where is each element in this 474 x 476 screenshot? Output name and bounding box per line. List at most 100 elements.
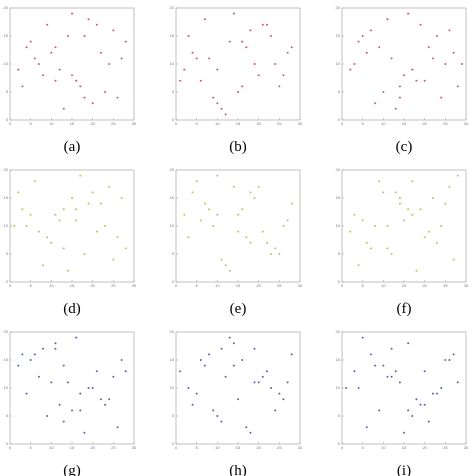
x-tick-label: 15 [236, 445, 241, 450]
point [33, 57, 36, 60]
point [378, 180, 381, 183]
x-tick-label: 30 [464, 445, 469, 450]
point [249, 191, 252, 194]
point [431, 392, 434, 395]
y-tick-label: 20 [4, 5, 9, 10]
point [203, 202, 206, 205]
point [208, 353, 211, 356]
point [286, 381, 289, 384]
point [124, 40, 127, 43]
y-tick-label: 0 [6, 117, 9, 122]
x-tick-label: 25 [277, 283, 282, 288]
point [394, 370, 397, 373]
y-tick-label: 0 [6, 441, 9, 446]
point [62, 208, 65, 211]
y-tick-label: 20 [336, 329, 341, 334]
point [54, 79, 57, 82]
x-tick-label: 5 [30, 283, 33, 288]
panel-label: (g) [63, 463, 81, 476]
point [257, 381, 260, 384]
plot-frame [175, 331, 301, 445]
point [17, 191, 20, 194]
point [42, 74, 45, 77]
x-tick-label: 15 [236, 283, 241, 288]
point [83, 96, 86, 99]
point [382, 91, 385, 93]
y-tick-label: 0 [172, 117, 175, 122]
x-tick-label: 0 [9, 121, 12, 126]
point [224, 113, 227, 116]
x-tick-label: 0 [175, 283, 178, 288]
x-tick-label: 15 [70, 445, 75, 450]
point [95, 370, 98, 373]
point [394, 107, 397, 110]
point [394, 191, 397, 194]
x-tick-label: 30 [132, 121, 137, 126]
y-tick-label: 0 [172, 279, 175, 284]
point [79, 174, 82, 177]
point [216, 102, 219, 105]
point [265, 23, 268, 26]
point [71, 74, 73, 77]
point [261, 23, 264, 26]
x-tick-label: 5 [196, 283, 199, 288]
point [191, 191, 194, 194]
point [456, 174, 459, 177]
point [220, 107, 223, 110]
x-tick-label: 5 [30, 121, 33, 126]
point [58, 219, 61, 222]
point [353, 213, 356, 216]
x-tick-label: 0 [9, 283, 12, 288]
point [237, 398, 239, 401]
point [390, 375, 393, 378]
y-tick-label: 0 [172, 441, 175, 446]
y-tick-label: 15 [4, 357, 9, 362]
x-tick-label: 20 [256, 283, 261, 288]
point [361, 336, 364, 339]
plot-frame [341, 7, 467, 121]
point [66, 381, 69, 384]
x-tick-label: 25 [277, 121, 282, 126]
point [423, 79, 426, 82]
x-tick-label: 5 [362, 445, 365, 450]
point [249, 241, 252, 244]
y-tick-label: 10 [336, 223, 341, 228]
point [278, 253, 281, 255]
point [191, 51, 194, 54]
point [228, 269, 231, 272]
point [415, 398, 418, 401]
point [37, 63, 40, 65]
x-tick-label: 30 [298, 445, 303, 450]
point [37, 230, 40, 233]
point [62, 247, 65, 250]
point [390, 57, 393, 60]
y-tick-label: 15 [170, 33, 175, 38]
point [452, 353, 455, 356]
point [444, 63, 447, 65]
point [199, 359, 202, 361]
x-tick-label: 20 [90, 445, 95, 450]
point [62, 420, 65, 423]
point [427, 230, 430, 233]
point [62, 107, 65, 110]
point [17, 364, 20, 367]
point [124, 370, 127, 373]
point [415, 269, 418, 272]
point [378, 46, 381, 49]
point [108, 398, 111, 401]
point [220, 420, 223, 423]
point [21, 208, 24, 211]
point [361, 219, 364, 222]
point [349, 230, 352, 233]
point [199, 79, 202, 82]
point [460, 63, 463, 65]
point [83, 431, 86, 434]
point [241, 85, 244, 88]
x-tick-label: 10 [381, 283, 386, 288]
y-tick-label: 20 [170, 167, 175, 172]
x-tick-label: 5 [196, 445, 199, 450]
point [46, 23, 49, 26]
x-tick-label: 5 [196, 121, 199, 126]
y-tick-label: 20 [4, 167, 9, 172]
x-tick-label: 30 [298, 121, 303, 126]
